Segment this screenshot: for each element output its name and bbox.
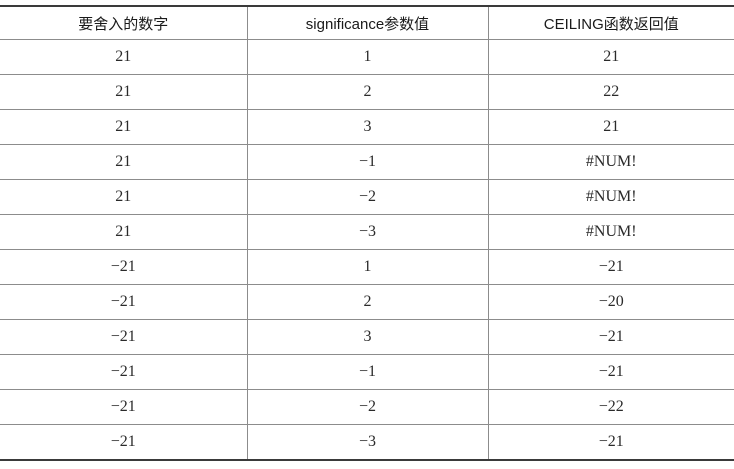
- table-cell: −21: [0, 284, 247, 320]
- table-cell: −21: [487, 319, 734, 355]
- table-cell: 21: [487, 39, 734, 75]
- table-cell: 3: [246, 109, 488, 145]
- table-cell: #NUM!: [487, 214, 734, 250]
- table-cell: −21: [0, 424, 247, 461]
- table-cell: 21: [0, 214, 247, 250]
- header-cell-ceiling-return: CEILING函数返回值: [487, 6, 734, 40]
- table-row: 21 −2 #NUM!: [0, 179, 734, 215]
- table-cell: −1: [246, 144, 488, 180]
- table-cell: 22: [487, 74, 734, 110]
- table-cell: 2: [246, 284, 488, 320]
- table-cell: −21: [0, 319, 247, 355]
- table-cell: 1: [246, 249, 488, 285]
- table-cell: −21: [0, 249, 247, 285]
- ceiling-function-table: 要舍入的数字 significance参数值 CEILING函数返回值 21 1 2…: [0, 5, 734, 461]
- table-row: −21 2 −20: [0, 284, 734, 320]
- table-cell: 21: [487, 109, 734, 145]
- table-cell: 1: [246, 39, 488, 75]
- table-cell: 21: [0, 109, 247, 145]
- table-cell: −21: [0, 354, 247, 390]
- table-row: 21 1 21: [0, 39, 734, 75]
- table-cell: −2: [246, 389, 488, 425]
- table-cell: 21: [0, 74, 247, 110]
- table-row: −21 −1 −21: [0, 354, 734, 390]
- table-cell: −21: [0, 389, 247, 425]
- table-cell: #NUM!: [487, 179, 734, 215]
- table-row: 21 3 21: [0, 109, 734, 145]
- table-cell: 3: [246, 319, 488, 355]
- table-cell: 2: [246, 74, 488, 110]
- table-cell: −3: [246, 214, 488, 250]
- table-cell: −21: [487, 249, 734, 285]
- table-cell: 21: [0, 179, 247, 215]
- table-row: 21 −3 #NUM!: [0, 214, 734, 250]
- table-cell: −20: [487, 284, 734, 320]
- table-cell: −21: [487, 424, 734, 461]
- table-cell: #NUM!: [487, 144, 734, 180]
- table-cell: 21: [0, 144, 247, 180]
- table-cell: −21: [487, 354, 734, 390]
- table-cell: −2: [246, 179, 488, 215]
- table-cell: 21: [0, 39, 247, 75]
- table-row: 21 −1 #NUM!: [0, 144, 734, 180]
- table-cell: −1: [246, 354, 488, 390]
- table-row: −21 −3 −21: [0, 424, 734, 461]
- table-cell: −22: [487, 389, 734, 425]
- table-row: −21 1 −21: [0, 249, 734, 285]
- table-cell: −3: [246, 424, 488, 461]
- table-row: −21 −2 −22: [0, 389, 734, 425]
- header-cell-number-to-round: 要舍入的数字: [0, 6, 247, 40]
- header-row: 要舍入的数字 significance参数值 CEILING函数返回值: [0, 6, 734, 40]
- table-body: 21 1 21 21 2 22 21 3 21 21 −1 #NUM! 21 −2 #NUM! 21 −3 #NU…: [0, 39, 734, 461]
- table-row: 21 2 22: [0, 74, 734, 110]
- table-row: −21 3 −21: [0, 319, 734, 355]
- header-cell-significance: significance参数值: [246, 6, 488, 40]
